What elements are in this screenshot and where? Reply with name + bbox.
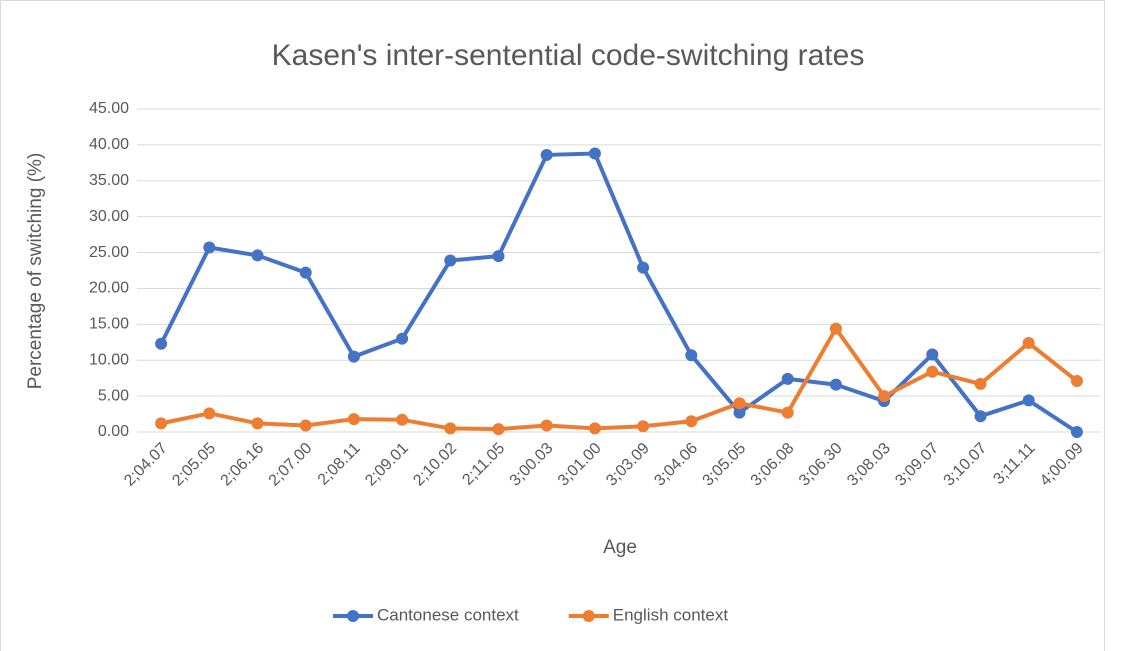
y-tick-label: 30.00 [89,208,129,225]
data-point [492,423,505,436]
data-point [396,413,409,426]
data-point [347,413,360,426]
data-point [444,422,457,435]
data-point [347,350,360,363]
y-tick-label: 0.00 [98,423,129,440]
y-tick-label: 10.00 [89,351,129,368]
data-point [974,377,987,390]
data-point [733,397,746,410]
data-point [444,254,457,267]
data-point [926,365,939,378]
y-axis-label: Percentage of switching (%) [25,153,46,390]
y-tick-label: 20.00 [89,280,129,297]
data-point [588,422,601,435]
data-point [155,337,168,350]
data-point [974,410,987,423]
data-point [926,348,939,361]
data-point [251,417,264,430]
data-point [829,378,842,391]
y-tick-label: 40.00 [89,136,129,153]
y-tick-label: 25.00 [89,244,129,261]
y-tick-label: 15.00 [89,316,129,333]
data-point [203,407,216,420]
legend-marker [582,610,595,622]
y-tick-label: 45.00 [89,100,129,117]
data-point [637,261,650,274]
data-point [733,406,746,419]
data-point [637,420,650,433]
data-point [1022,394,1035,407]
data-point [540,419,553,432]
data-point [540,148,553,161]
data-point [299,419,312,432]
series-line [159,151,1078,434]
data-point [251,249,264,262]
series-line [160,326,1079,432]
legend-label: English context [613,605,729,624]
chart-title: Kasen's inter-sentential code-switching … [272,39,865,72]
data-point [781,406,794,419]
data-point [685,415,698,428]
data-point [685,349,698,362]
data-point [299,266,312,279]
legend-label: Cantonese context [377,605,519,624]
data-point [1022,336,1035,349]
data-point [396,332,409,345]
y-tick-label: 5.00 [98,387,129,404]
data-point [588,147,601,160]
legend-marker [347,610,359,622]
data-point [1070,426,1083,438]
data-point [878,390,891,403]
y-tick-label: 35.00 [89,172,129,189]
data-point [155,417,168,430]
data-point [492,250,505,263]
x-axis-label: Age [603,537,637,558]
data-point [829,322,842,335]
data-point [1070,375,1083,388]
data-point [781,372,794,385]
data-point [203,241,216,254]
